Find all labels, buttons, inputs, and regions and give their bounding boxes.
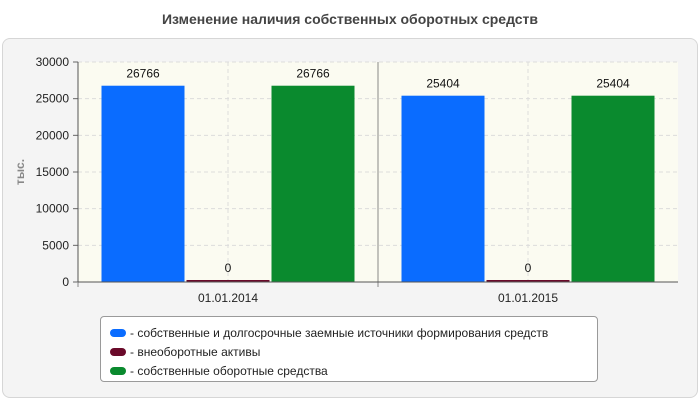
- data-label: 26766: [126, 67, 160, 81]
- legend-swatch-series-2: [110, 347, 126, 356]
- y-tick-label: 0: [62, 275, 69, 289]
- data-label: 26766: [296, 67, 330, 81]
- legend-label-series-3: - собственные оборотные средства: [130, 363, 328, 378]
- chart-legend: - собственные и долгосрочные заемные ист…: [100, 316, 598, 382]
- bar-3: [271, 85, 355, 282]
- y-tick-label: 25000: [36, 92, 70, 106]
- bar-2: [186, 280, 270, 282]
- y-tick-label: 30000: [36, 55, 70, 69]
- x-tick-label: 01.01.2014: [198, 291, 258, 305]
- y-tick-label: 5000: [42, 238, 69, 252]
- chart-title: Изменение наличия собственных оборотных …: [161, 11, 539, 27]
- y-tick-label: 10000: [36, 202, 70, 216]
- y-axis-label: тыс.: [13, 159, 27, 185]
- x-tick-label: 01.01.2015: [498, 291, 558, 305]
- legend-item-series-3[interactable]: - собственные оборотные средства: [110, 361, 597, 380]
- bar-1: [401, 95, 485, 282]
- bar-1: [101, 85, 185, 282]
- legend-label-series-1: - собственные и долгосрочные заемные ист…: [130, 325, 549, 340]
- data-label: 0: [225, 261, 232, 275]
- legend-item-series-1[interactable]: - собственные и долгосрочные заемные ист…: [110, 323, 597, 342]
- y-tick-label: 15000: [36, 165, 70, 179]
- legend-swatch-series-1: [110, 328, 126, 337]
- bar-3: [571, 95, 655, 282]
- data-label: 25404: [426, 77, 460, 91]
- bar-2: [486, 280, 570, 282]
- legend-swatch-series-3: [110, 366, 126, 375]
- legend-item-series-2[interactable]: - внеоборотные активы: [110, 342, 597, 361]
- data-label: 25404: [596, 77, 630, 91]
- data-label: 0: [525, 261, 532, 275]
- y-tick-label: 20000: [36, 128, 70, 142]
- legend-label-series-2: - внеоборотные активы: [130, 344, 261, 359]
